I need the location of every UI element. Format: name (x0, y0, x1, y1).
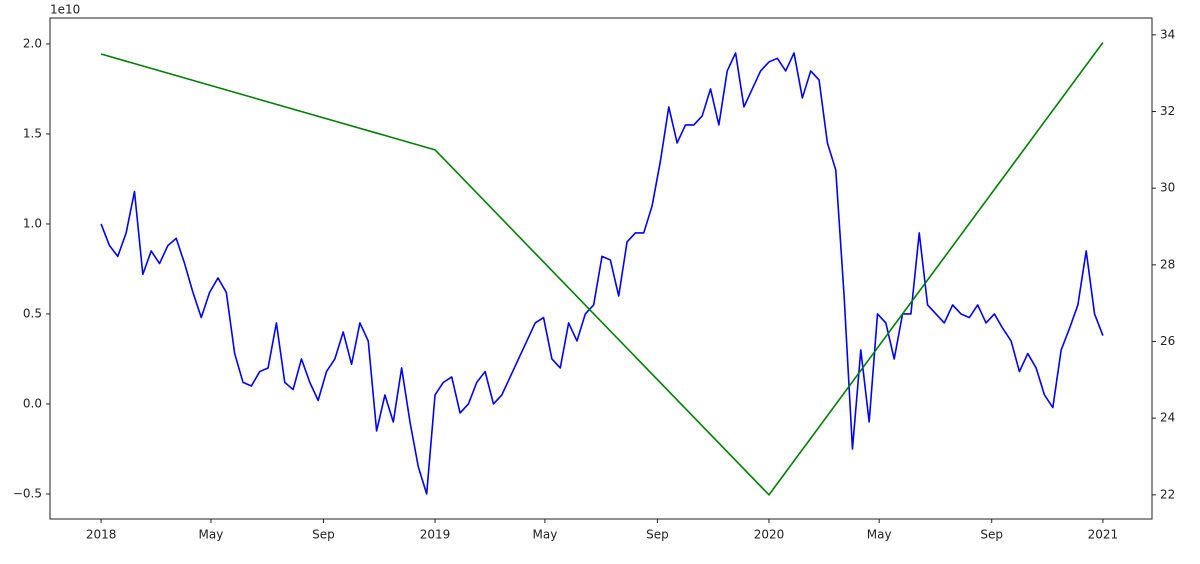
plot-frame (49, 17, 1153, 520)
x-tick-label: 2021 (1088, 528, 1119, 542)
y2-tick-label: 32 (1160, 104, 1175, 118)
y2-tick-label: 26 (1160, 334, 1175, 348)
x-tick-label: 2019 (420, 528, 451, 542)
x-tick-label: Sep (646, 528, 669, 542)
x-tick-label: Sep (312, 528, 335, 542)
x-tick-label: 2018 (86, 528, 117, 542)
y-tick-label: −0.5 (13, 486, 42, 500)
y2-tick-label: 28 (1160, 257, 1175, 271)
x-tick-label: Sep (980, 528, 1003, 542)
y-tick-label: 1.0 (23, 216, 42, 230)
y2-tick-label: 24 (1160, 411, 1175, 425)
series-line (100, 52, 1104, 495)
y-offset-label: 1e10 (50, 3, 80, 17)
y-tick-label: 2.0 (23, 36, 42, 50)
y-tick-label: 0.0 (23, 396, 42, 410)
y2-tick-label: 30 (1160, 181, 1175, 195)
y2-tick-label: 22 (1160, 487, 1175, 501)
y-tick-label: 0.5 (23, 306, 42, 320)
x-tick-label: May (199, 528, 224, 542)
y2-tick-label: 34 (1160, 27, 1175, 41)
x-tick-label: 2020 (754, 528, 785, 542)
y-tick-label: 1.5 (23, 126, 42, 140)
series-line (100, 42, 1104, 496)
x-tick-label: May (867, 528, 892, 542)
x-tick-label: May (532, 528, 557, 542)
